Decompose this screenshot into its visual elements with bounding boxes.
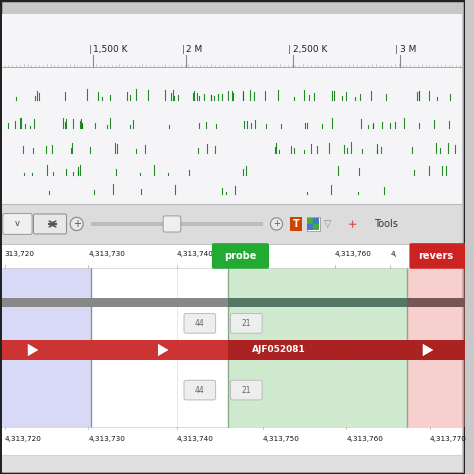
Text: ▽: ▽ (324, 219, 331, 229)
Text: 4,313,770: 4,313,770 (430, 436, 467, 442)
Text: 4,313,760: 4,313,760 (346, 436, 383, 442)
Text: 4,313,750: 4,313,750 (263, 436, 300, 442)
FancyBboxPatch shape (163, 216, 181, 232)
Text: revers: revers (418, 251, 453, 261)
Text: T: T (292, 219, 300, 229)
Bar (307, 225, 313, 230)
Text: +: + (73, 219, 81, 229)
Bar (307, 217, 319, 231)
Text: ✕: ✕ (347, 218, 360, 230)
Bar (307, 218, 313, 224)
Bar (2, 268, 91, 427)
FancyBboxPatch shape (34, 214, 66, 234)
Text: probe: probe (224, 251, 256, 261)
Text: 1,500 K: 1,500 K (93, 45, 128, 54)
Bar (2, 268, 462, 427)
Polygon shape (28, 344, 38, 356)
Bar (291, 217, 302, 231)
Text: 21: 21 (242, 385, 251, 394)
Bar (228, 298, 407, 307)
Text: 4,313,720: 4,313,720 (5, 436, 42, 442)
Text: 313,720: 313,720 (5, 251, 35, 257)
Text: 4,313,740: 4,313,740 (177, 251, 213, 257)
Polygon shape (158, 344, 168, 356)
Text: 4,: 4, (390, 251, 397, 257)
Bar (91, 222, 263, 226)
Text: 3 M: 3 M (400, 45, 416, 54)
FancyBboxPatch shape (230, 380, 262, 400)
Polygon shape (158, 344, 168, 356)
Polygon shape (423, 344, 433, 356)
Bar (2, 455, 462, 472)
FancyBboxPatch shape (230, 314, 262, 333)
FancyBboxPatch shape (184, 314, 216, 333)
Bar (2, 244, 462, 268)
Text: 4,313,760: 4,313,760 (335, 251, 372, 257)
Text: |: | (289, 45, 292, 54)
Bar (407, 268, 474, 427)
Bar (2, 204, 462, 244)
Text: 4,313,730: 4,313,730 (88, 251, 125, 257)
Text: +: + (273, 219, 280, 228)
Polygon shape (423, 344, 433, 356)
Text: AJF052081: AJF052081 (252, 346, 306, 355)
Bar (407, 298, 474, 307)
Bar (2, 14, 462, 204)
Text: 2,500 K: 2,500 K (293, 45, 327, 54)
Bar (228, 268, 407, 427)
Circle shape (70, 217, 83, 231)
FancyBboxPatch shape (184, 380, 216, 400)
Text: |: | (89, 45, 91, 54)
FancyBboxPatch shape (410, 243, 466, 269)
Text: 2 M: 2 M (186, 45, 202, 54)
Text: v: v (15, 219, 20, 228)
Text: 4,313,730: 4,313,730 (88, 436, 125, 442)
FancyBboxPatch shape (3, 213, 32, 235)
Text: 4,313,740: 4,313,740 (177, 436, 213, 442)
Bar (2, 298, 462, 307)
Bar (313, 218, 319, 224)
Bar (2, 340, 462, 360)
Text: 44: 44 (195, 385, 205, 394)
Text: 44: 44 (195, 319, 205, 328)
Text: Tools: Tools (374, 219, 398, 229)
Bar (2, 427, 462, 455)
Bar (313, 225, 319, 230)
Text: |: | (182, 45, 184, 54)
Text: |: | (395, 45, 398, 54)
FancyBboxPatch shape (212, 243, 269, 269)
Bar (407, 340, 474, 360)
Circle shape (271, 218, 283, 230)
Text: 21: 21 (242, 319, 251, 328)
Polygon shape (28, 344, 38, 356)
Bar (228, 340, 407, 360)
